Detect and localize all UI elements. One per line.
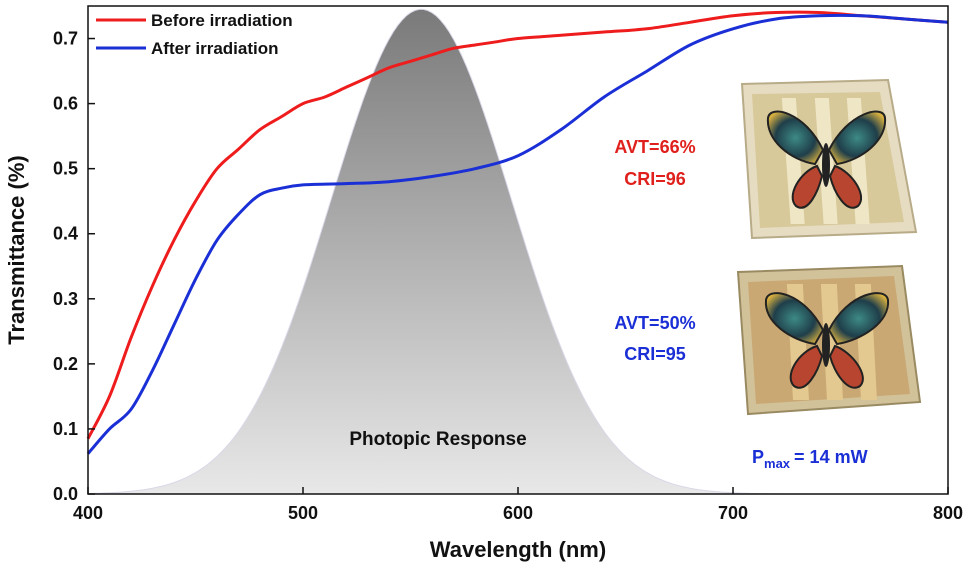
y-axis-ticks: 0.0 0.1 0.2 0.3 0.4 0.5 0.6 0.7 — [53, 29, 95, 504]
x-tick-label: 700 — [718, 503, 748, 523]
x-axis-ticks: 400 500 600 700 800 — [73, 487, 963, 523]
y-tick-label: 0.4 — [53, 224, 78, 244]
butterfly-icon-top — [766, 110, 887, 209]
y-tick-label: 0.0 — [53, 484, 78, 504]
y-tick-label: 0.5 — [53, 159, 78, 179]
after-irradiation-line — [86, 13, 949, 455]
y-tick-label: 0.7 — [53, 29, 78, 49]
y-axis-title: Transmittance (%) — [4, 155, 29, 345]
legend: Before irradiation After irradiation — [96, 11, 293, 58]
x-tick-label: 800 — [933, 503, 963, 523]
y-tick-label: 0.1 — [53, 419, 78, 439]
photopic-response-label: Photopic Response — [349, 429, 526, 450]
y-tick-label: 0.2 — [53, 354, 78, 374]
legend-label-after: After irradiation — [151, 39, 279, 58]
x-tick-label: 400 — [73, 503, 103, 523]
butterfly-icon-bottom — [764, 292, 890, 389]
legend-label-before: Before irradiation — [151, 11, 293, 30]
before-irradiation-line — [86, 10, 949, 440]
avt-before-annotation: AVT=66% — [614, 137, 695, 157]
device-photo-after — [736, 264, 922, 416]
cri-after-annotation: CRI=95 — [624, 344, 686, 364]
y-tick-label: 0.3 — [53, 289, 78, 309]
pmax-annotation: Pmax = 14 mW — [752, 447, 868, 471]
cri-before-annotation: CRI=96 — [624, 169, 686, 189]
x-tick-label: 500 — [288, 503, 318, 523]
y-tick-label: 0.6 — [53, 94, 78, 114]
x-axis-title: Wavelength (nm) — [430, 537, 606, 562]
device-photo-before — [740, 78, 918, 240]
x-tick-label: 600 — [503, 503, 533, 523]
avt-after-annotation: AVT=50% — [614, 313, 695, 333]
